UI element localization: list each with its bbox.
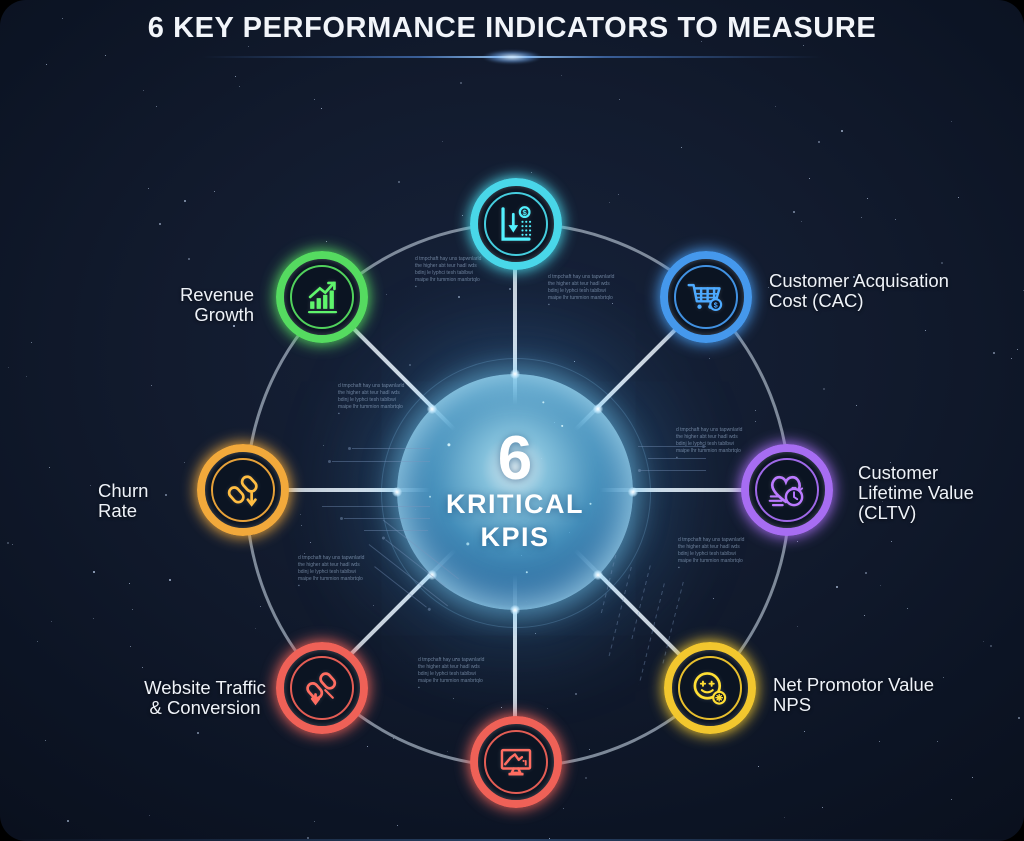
spoke-tip-glow — [427, 570, 437, 580]
node-price-drop: $ — [470, 178, 562, 270]
node-customer-acquisition-cost: $ — [660, 251, 752, 343]
spoke-tip-glow — [628, 487, 638, 497]
center-number: 6 — [497, 424, 533, 493]
node-website-traffic-conversion — [276, 642, 368, 734]
smiley-face-icon — [664, 642, 756, 734]
decorative-illegible-text: d tmpchaft hay uns tapwnlarld the higher… — [298, 555, 365, 589]
label-churn-rate: Churn Rate — [98, 480, 149, 521]
price-drop-icon: $ — [470, 178, 562, 270]
node-customer-lifetime-value — [741, 444, 833, 536]
page-title: 6 KEY PERFORMANCE INDICATORS TO MEASURE — [147, 12, 877, 44]
bottom-edge-glow — [0, 839, 1024, 841]
spoke-tip-glow — [427, 404, 437, 414]
label-revenue-growth: Revenue Growth — [179, 284, 254, 325]
node-revenue-growth — [276, 251, 368, 343]
heart-stopwatch-icon — [741, 444, 833, 536]
label-website-traffic-conversion: Website Traffic & Conversion — [144, 677, 266, 718]
center-title-line1: KRITICAL — [446, 489, 584, 519]
chain-link-icon — [276, 642, 368, 734]
spoke-tip-glow — [593, 404, 603, 414]
growth-chart-icon — [276, 251, 368, 343]
label-customer-acquisition-cost: Customer Acquisation Cost (CAC) — [769, 270, 949, 311]
monitor-chart-icon — [470, 716, 562, 808]
node-churn-rate — [197, 444, 289, 536]
node-analytics-monitor — [470, 716, 562, 808]
spoke-tip-glow — [510, 369, 520, 379]
center-title-line2: KPIS — [480, 522, 550, 552]
node-net-promoter-score — [664, 642, 756, 734]
circuit-lines-right — [638, 445, 718, 486]
svg-text:$: $ — [714, 302, 718, 309]
decorative-illegible-text: d tmpchaft hay uns tapwnlarld the higher… — [415, 256, 482, 290]
decorative-illegible-text: d tmpchaft hay uns tapwnlarld the higher… — [678, 537, 745, 571]
spoke-tip-glow — [593, 570, 603, 580]
spoke-tip-glow — [510, 605, 520, 615]
decorative-illegible-text: d tmpchaft hay uns tapwnlarld the higher… — [338, 383, 405, 417]
svg-text:$: $ — [523, 208, 528, 217]
shopping-cart-icon: $ — [660, 251, 752, 343]
center-text-group: 6 KRITICAL KPIS — [397, 374, 633, 610]
lens-flare-core — [482, 50, 542, 64]
decorative-illegible-text: d tmpchaft hay uns tapwnlarld the higher… — [676, 427, 743, 461]
spoke-right — [515, 488, 787, 492]
label-net-promoter-score: Net Promotor Value NPS — [773, 674, 935, 715]
decorative-illegible-text: d tmpchaft hay uns tapwnlarld the higher… — [418, 657, 485, 691]
label-customer-lifetime-value: Customer Lifetime Value (CLTV) — [858, 462, 974, 523]
circuit-lines-left — [322, 447, 442, 538]
broken-link-down-icon — [197, 444, 289, 536]
spoke-tip-glow — [392, 487, 402, 497]
decorative-illegible-text: d tmpchaft hay uns tapwnlarld the higher… — [548, 274, 615, 308]
